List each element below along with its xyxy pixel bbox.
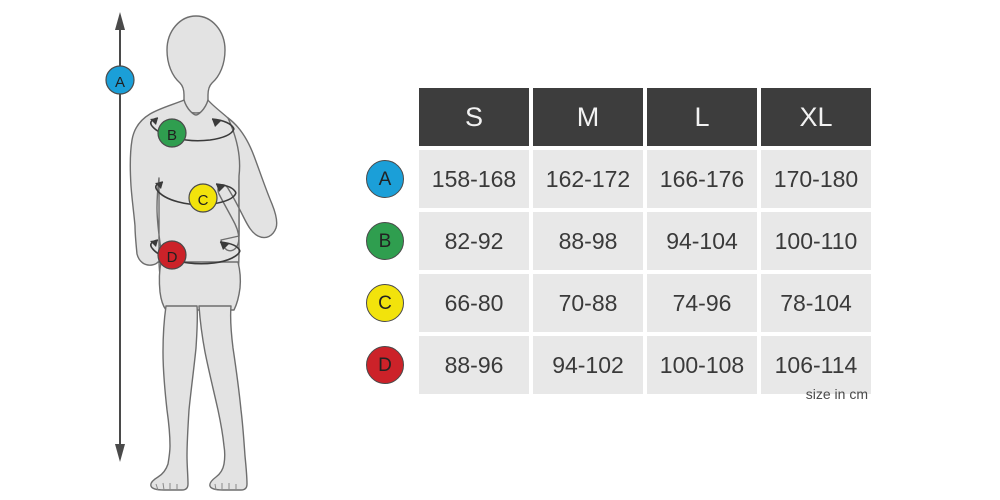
row-badge-cell-b: B xyxy=(355,212,415,270)
column-header-s: S xyxy=(419,88,529,146)
cell-a-s: 158-168 xyxy=(419,150,529,208)
legend-header-spacer xyxy=(355,88,415,146)
column-header-l: L xyxy=(647,88,757,146)
badge-b: B xyxy=(366,222,404,260)
size-table-panel: S M L XL A 158-168 162-172 166-176 170-1… xyxy=(355,88,875,394)
figure-marker-C: C xyxy=(188,183,218,213)
table-row: C 66-80 70-88 74-96 78-104 xyxy=(355,274,871,332)
figure-marker-C-label: C xyxy=(198,192,209,209)
body-figure-panel: A B C D xyxy=(0,0,340,500)
foot-detail xyxy=(155,482,237,491)
cell-c-xl: 78-104 xyxy=(761,274,871,332)
cell-c-m: 70-88 xyxy=(533,274,643,332)
table-header-row: S M L XL xyxy=(355,88,871,146)
table-row: B 82-92 88-98 94-104 100-110 xyxy=(355,212,871,270)
size-table-body: A 158-168 162-172 166-176 170-180 B 82-9… xyxy=(355,150,871,394)
cell-b-l: 94-104 xyxy=(647,212,757,270)
cell-d-m: 94-102 xyxy=(533,336,643,394)
figure-marker-A: A xyxy=(105,65,135,95)
size-table-head: S M L XL xyxy=(355,88,871,146)
row-badge-cell-c: C xyxy=(355,274,415,332)
cell-d-s: 88-96 xyxy=(419,336,529,394)
badge-d: D xyxy=(366,346,404,384)
column-header-m: M xyxy=(533,88,643,146)
cell-b-xl: 100-110 xyxy=(761,212,871,270)
figure-marker-D: D xyxy=(157,240,187,270)
cell-d-l: 100-108 xyxy=(647,336,757,394)
cell-a-l: 166-176 xyxy=(647,150,757,208)
figure-marker-D-label: D xyxy=(167,249,178,266)
cell-a-xl: 170-180 xyxy=(761,150,871,208)
figure-marker-B-label: B xyxy=(167,127,177,144)
table-row: D 88-96 94-102 100-108 106-114 xyxy=(355,336,871,394)
cell-b-s: 82-92 xyxy=(419,212,529,270)
badge-a: A xyxy=(366,160,404,198)
column-header-xl: XL xyxy=(761,88,871,146)
cell-c-s: 66-80 xyxy=(419,274,529,332)
size-table: S M L XL A 158-168 162-172 166-176 170-1… xyxy=(351,84,875,398)
cell-a-m: 162-172 xyxy=(533,150,643,208)
cell-d-xl: 106-114 xyxy=(761,336,871,394)
badge-c: C xyxy=(366,284,404,322)
figure-marker-B: B xyxy=(157,118,187,148)
body-figure-illustration: A B C D xyxy=(105,12,278,491)
cell-c-l: 74-96 xyxy=(647,274,757,332)
cell-b-m: 88-98 xyxy=(533,212,643,270)
size-unit-caption: size in cm xyxy=(805,386,868,402)
figure-marker-A-label: A xyxy=(115,74,125,91)
hip-measure-band xyxy=(150,239,241,265)
row-badge-cell-d: D xyxy=(355,336,415,394)
body-silhouette xyxy=(129,15,278,491)
table-row: A 158-168 162-172 166-176 170-180 xyxy=(355,150,871,208)
row-badge-cell-a: A xyxy=(355,150,415,208)
